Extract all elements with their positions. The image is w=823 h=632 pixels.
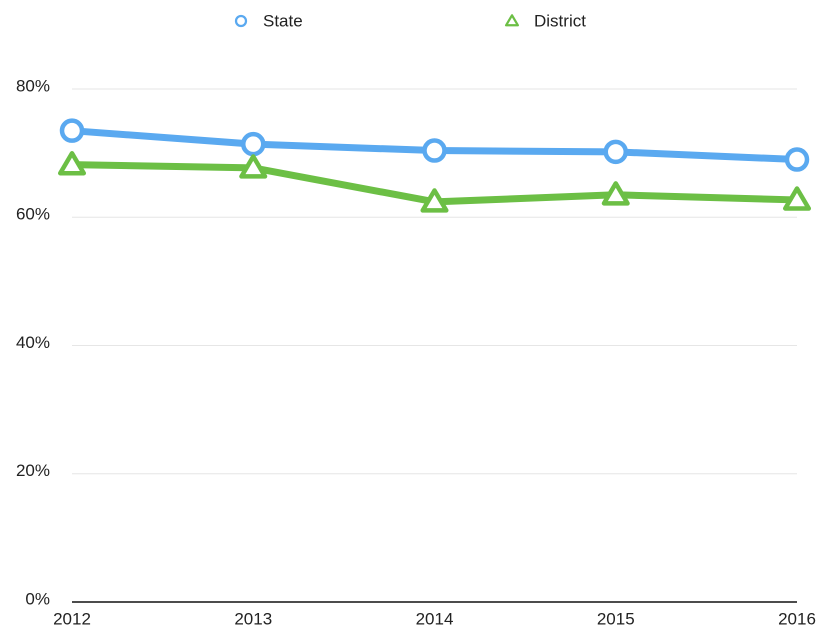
legend-marker: [234, 14, 248, 28]
x-tick-label: 2012: [53, 609, 91, 628]
marker: [784, 147, 810, 172]
legend-label: District: [534, 11, 586, 30]
marker: [241, 131, 266, 157]
legend-label: State: [263, 11, 303, 30]
marker: [420, 188, 449, 213]
marker: [782, 186, 812, 211]
y-tick-label: 80%: [16, 76, 50, 95]
x-tick-label: 2016: [778, 609, 816, 628]
marker: [239, 154, 268, 179]
marker: [422, 138, 447, 163]
x-tick-label: 2014: [416, 609, 454, 628]
marker: [57, 151, 87, 176]
marker: [59, 118, 85, 143]
marker: [603, 139, 628, 165]
x-tick-label: 2015: [597, 609, 635, 628]
y-tick-label: 60%: [16, 205, 50, 224]
y-tick-label: 20%: [16, 461, 50, 480]
y-tick-label: 40%: [16, 333, 50, 352]
x-tick-label: 2013: [234, 609, 272, 628]
legend-marker: [504, 14, 520, 27]
y-tick-label: 0%: [25, 589, 50, 608]
marker: [601, 181, 630, 206]
